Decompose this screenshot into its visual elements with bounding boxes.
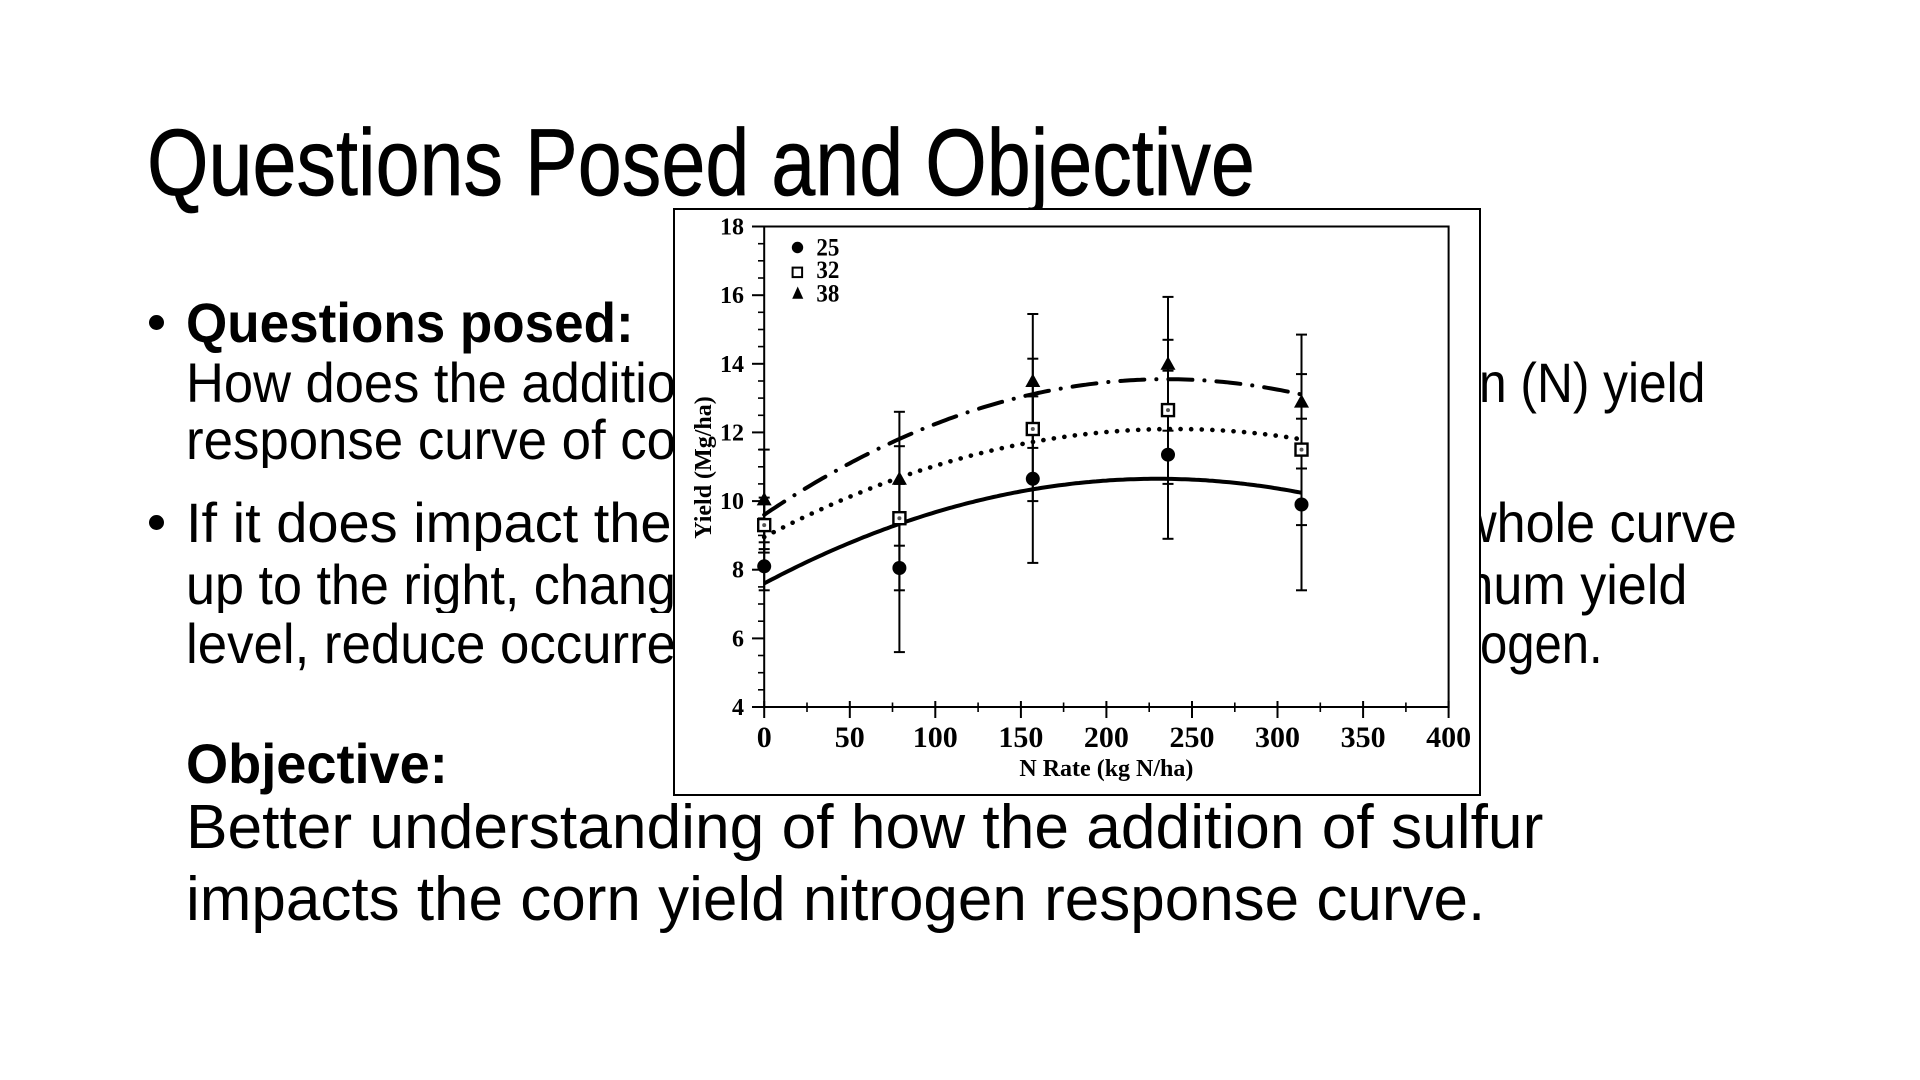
svg-text:6: 6 (732, 626, 744, 652)
svg-text:14: 14 (720, 352, 744, 378)
svg-text:16: 16 (720, 283, 744, 309)
svg-text:12: 12 (720, 420, 744, 446)
svg-text:400: 400 (1426, 721, 1471, 754)
svg-text:N Rate (kg N/ha): N Rate (kg N/ha) (1019, 756, 1193, 782)
svg-text:25: 25 (816, 234, 839, 261)
svg-text:350: 350 (1341, 721, 1386, 754)
svg-text:300: 300 (1255, 721, 1300, 754)
svg-text:Yield (Mg/ha): Yield (Mg/ha) (691, 396, 717, 538)
svg-text:100: 100 (913, 721, 958, 754)
svg-text:200: 200 (1084, 721, 1129, 754)
svg-text:8: 8 (732, 558, 744, 584)
svg-text:50: 50 (835, 721, 865, 754)
svg-text:4: 4 (732, 695, 744, 721)
svg-text:0: 0 (757, 721, 772, 754)
svg-text:32: 32 (816, 257, 839, 284)
svg-text:250: 250 (1170, 721, 1215, 754)
svg-text:10: 10 (720, 489, 744, 515)
svg-text:18: 18 (720, 215, 744, 241)
svg-text:150: 150 (998, 721, 1043, 754)
svg-text:38: 38 (816, 281, 839, 308)
